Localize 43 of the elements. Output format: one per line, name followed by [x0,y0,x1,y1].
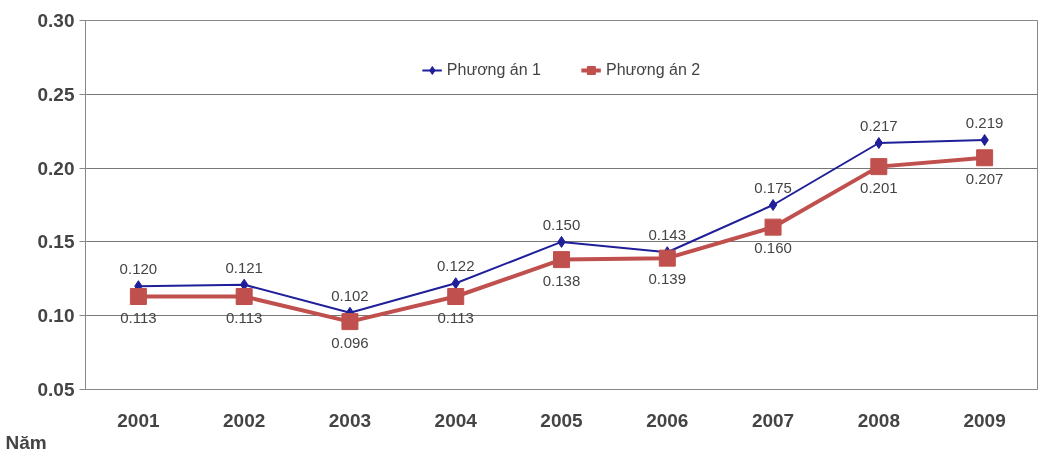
data-label: 0.219 [965,114,1004,132]
point [235,288,253,306]
point [553,251,570,269]
data-label: 0.201 [860,178,898,196]
x-tick-label: 2003 [328,409,372,431]
data-label: 0.122 [436,257,475,275]
data-label: 0.175 [754,179,792,196]
data-label: 0.139 [648,270,687,288]
x-tick-label: 2007 [751,409,795,431]
data-label: 0.143 [648,226,687,244]
x-tick-label: 2001 [117,409,160,431]
y-tick-label: 0.15 [37,231,75,253]
point [976,149,994,167]
point [768,199,778,211]
point [447,288,465,306]
data-label: 0.217 [860,117,898,135]
x-tick-label: 2004 [434,409,478,431]
data-label: 0.102 [331,286,369,304]
x-tick-label: 2002 [223,409,266,431]
data-label: 0.160 [754,239,792,257]
y-tick-label: 0.30 [37,10,75,31]
point [658,249,676,267]
data-label: 0.121 [225,258,263,276]
point [129,288,147,306]
data-label: 0.096 [331,333,369,351]
x-axis-title: Năm [5,431,47,453]
y-tick-label: 0.20 [37,157,75,179]
data-label: 0.150 [542,215,581,233]
data-label: 0.138 [542,271,581,289]
y-tick-label: 0.05 [37,379,75,400]
point [870,158,888,176]
y-tick-label: 0.25 [37,83,75,105]
point [341,313,359,331]
x-tick-label: 2008 [857,409,900,431]
y-tick-label: 0.10 [37,305,75,327]
data-label: 0.120 [119,260,158,278]
data-label: 0.207 [965,169,1004,187]
x-tick-label: 2006 [646,409,689,431]
point [764,218,782,236]
legend-label: Phương án 2 [606,61,701,79]
legend-label: Phương án 1 [446,61,541,79]
x-tick-label: 2009 [963,409,1006,431]
x-tick-label: 2005 [540,409,584,431]
